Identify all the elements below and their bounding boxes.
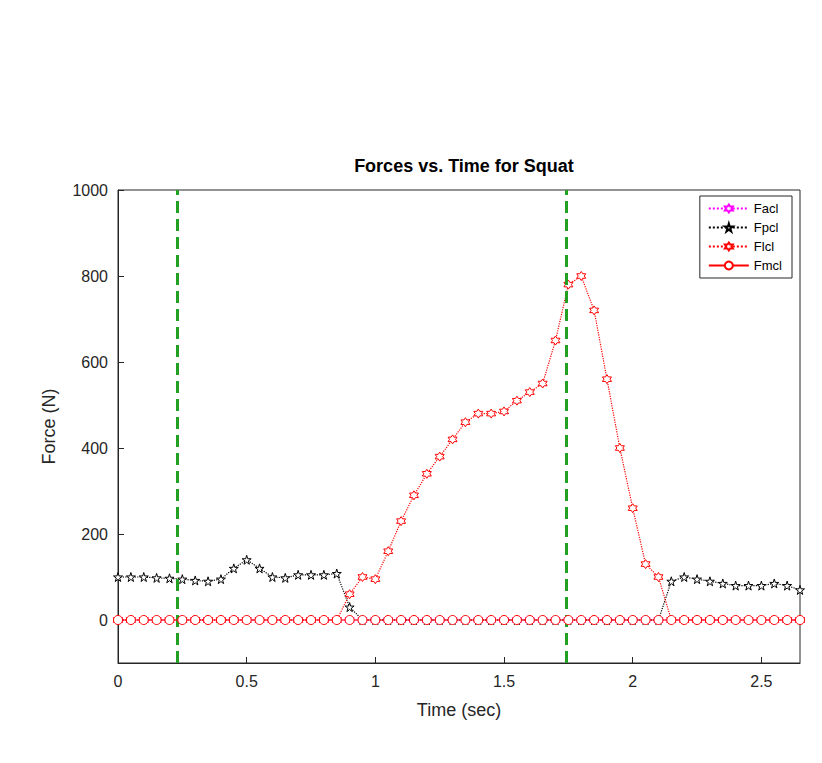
svg-text:2: 2 xyxy=(628,673,637,690)
svg-text:Facl: Facl xyxy=(754,201,779,216)
svg-text:Time (sec): Time (sec) xyxy=(417,700,501,720)
svg-text:600: 600 xyxy=(81,354,108,371)
svg-text:0.5: 0.5 xyxy=(236,673,258,690)
svg-text:800: 800 xyxy=(81,268,108,285)
svg-text:1.5: 1.5 xyxy=(493,673,515,690)
svg-text:Force (N): Force (N) xyxy=(39,389,59,465)
svg-text:400: 400 xyxy=(81,440,108,457)
svg-text:Fmcl: Fmcl xyxy=(754,258,782,273)
svg-text:1: 1 xyxy=(371,673,380,690)
svg-text:0: 0 xyxy=(114,673,123,690)
svg-text:1000: 1000 xyxy=(72,182,108,199)
svg-text:2.5: 2.5 xyxy=(750,673,772,690)
svg-text:Fpcl: Fpcl xyxy=(754,220,779,235)
svg-text:200: 200 xyxy=(81,526,108,543)
svg-text:Flcl: Flcl xyxy=(754,239,774,254)
svg-text:Forces vs. Time for Squat: Forces vs. Time for Squat xyxy=(354,156,574,176)
svg-text:0: 0 xyxy=(99,612,108,629)
